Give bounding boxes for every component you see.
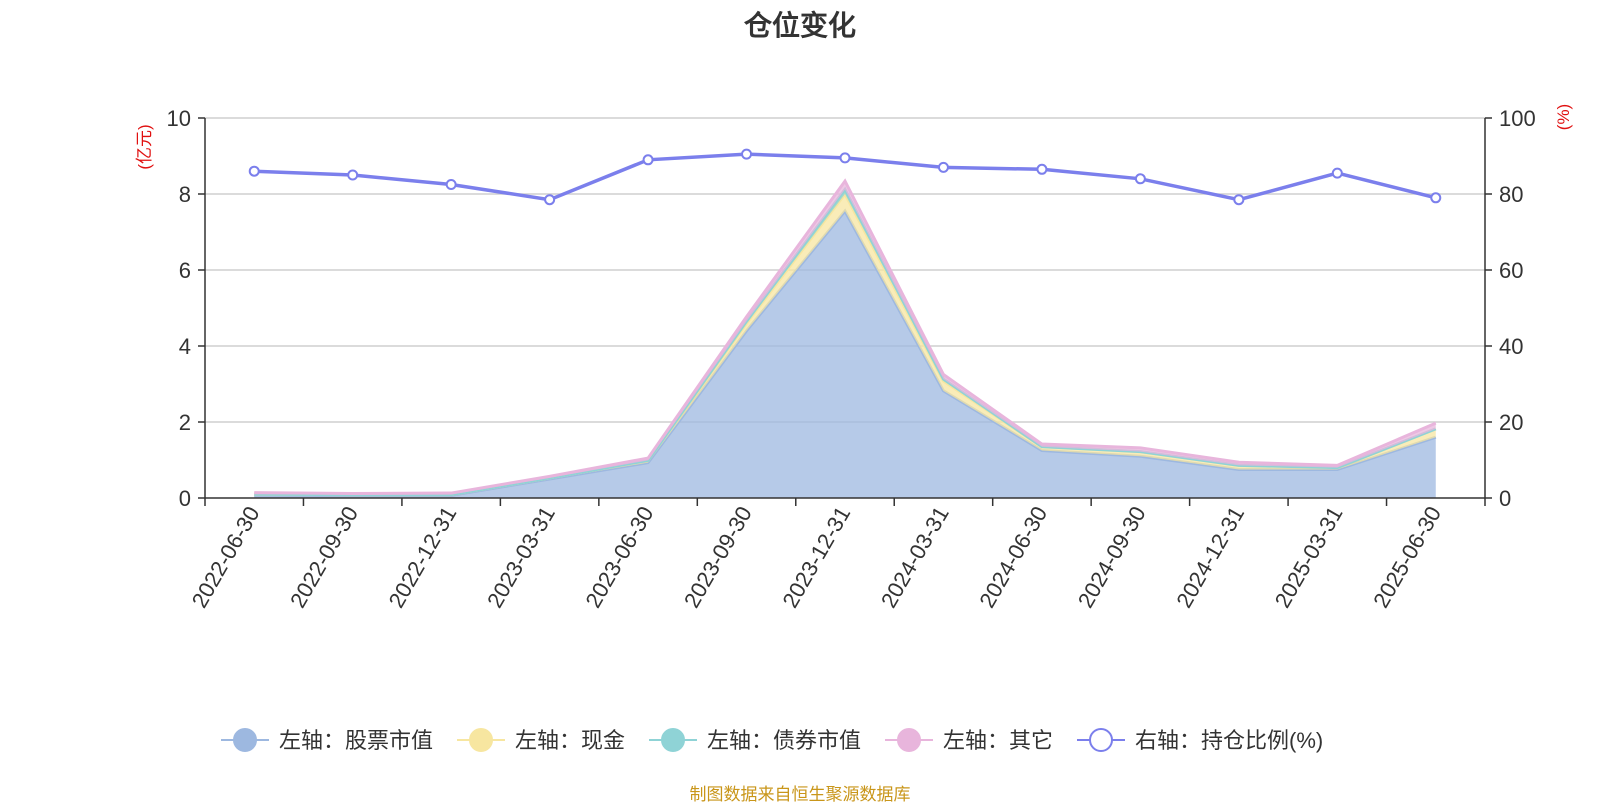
holding-ratio-point: [1134, 173, 1146, 185]
legend-marker: [233, 728, 257, 752]
y-right-tick-label: 80: [1499, 182, 1523, 207]
x-tick-label: 2023-12-31: [777, 502, 855, 612]
holding-ratio-point: [445, 179, 457, 190]
x-tick-label: 2023-03-31: [482, 502, 560, 612]
y-right-tick-label: 0: [1499, 486, 1511, 511]
holding-ratio-point: [741, 148, 753, 160]
legend-marker: [1089, 728, 1113, 752]
y-left-tick-label: 10: [167, 106, 191, 131]
y-left-tick-label: 0: [179, 486, 191, 511]
legend-label: 左轴：股票市值: [279, 728, 433, 753]
y-left-tick-label: 4: [179, 334, 191, 359]
legend-marker: [469, 728, 493, 752]
legend-label: 左轴：其它: [943, 728, 1053, 753]
holding-ratio-point: [1331, 167, 1343, 179]
x-tick-label: 2022-09-30: [285, 502, 363, 612]
holding-ratio-point: [1430, 192, 1442, 204]
holding-ratio-point: [544, 194, 556, 206]
y-right-tick-label: 60: [1499, 258, 1523, 283]
legend-label: 右轴：持仓比例(%): [1135, 728, 1323, 753]
x-tick-label: 2024-06-30: [974, 502, 1052, 612]
legend-marker: [661, 728, 685, 752]
holding-ratio-point: [937, 161, 949, 173]
area-series-1: [254, 211, 1436, 498]
x-tick-label: 2024-09-30: [1073, 502, 1151, 612]
chart-title: 仓位变化: [743, 10, 856, 41]
y-right-tick-label: 100: [1499, 106, 1536, 131]
y-left-unit-label: (亿元): [135, 124, 154, 169]
x-tick-label: 2022-06-30: [187, 502, 265, 612]
x-tick-label: 2024-12-31: [1171, 502, 1249, 612]
holding-ratio-point: [839, 152, 851, 164]
y-right-tick-label: 40: [1499, 334, 1523, 359]
y-left-tick-label: 6: [179, 258, 191, 283]
holding-ratio-point: [248, 165, 260, 177]
y-right-unit-label: (%): [1554, 104, 1573, 130]
legend-label: 左轴：债券市值: [707, 728, 861, 753]
x-tick-label: 2024-03-31: [876, 502, 954, 612]
x-tick-label: 2023-09-30: [679, 502, 757, 612]
y-right-tick-label: 20: [1499, 410, 1523, 435]
holding-ratio-point: [347, 169, 359, 181]
x-tick-label: 2025-03-31: [1270, 502, 1348, 612]
area-series-line-4: [254, 178, 1437, 495]
x-tick-label: 2022-12-31: [384, 502, 462, 612]
holding-ratio-point: [642, 154, 654, 166]
x-tick-label: 2023-06-30: [580, 502, 658, 612]
x-tick-label: 2025-06-30: [1368, 502, 1446, 612]
holding-ratio-point: [1233, 194, 1245, 206]
y-left-tick-label: 2: [179, 410, 191, 435]
y-left-tick-label: 8: [179, 182, 191, 207]
data-source-note: 制图数据来自恒生聚源数据库: [689, 785, 911, 804]
holding-ratio-point: [1036, 163, 1048, 175]
legend-marker: [897, 728, 921, 752]
legend-label: 左轴：现金: [515, 728, 625, 753]
